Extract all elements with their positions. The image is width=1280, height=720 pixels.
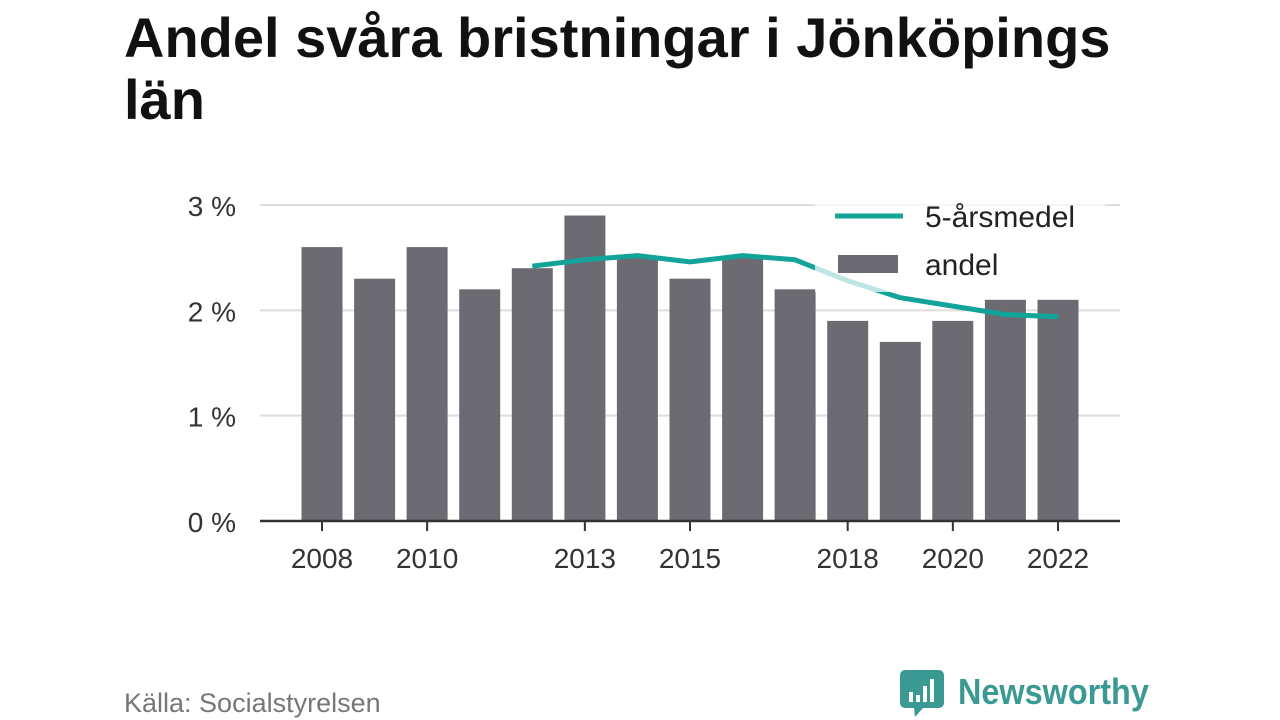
bars [301,215,1079,521]
y-tick-label: 0 % [188,507,236,538]
bar-2018 [827,320,869,521]
legend-label-andel: andel [925,249,998,282]
bar-2016 [722,257,764,521]
five-year-average-line [532,253,1059,320]
x-tick-label: 2018 [817,543,879,574]
newsworthy-chart-bubble-icon [900,670,944,717]
source-note: Källa: Socialstyrelsen [124,688,381,718]
y-tick-label: 1 % [188,402,236,433]
legend-background [815,192,1105,292]
y-tick-label: 2 % [188,296,236,327]
legend-swatch-bar [838,255,898,273]
x-tick-label: 2020 [922,543,984,574]
legend-label-five-year-average: 5-årsmedel [925,201,1075,234]
x-tick-label: 2022 [1027,543,1089,574]
bar-2017 [774,289,816,521]
bar-2011 [459,289,501,521]
bar-2019 [879,341,921,521]
chart-title: Andel svåra bristningar i Jönköpings län [124,6,1111,131]
bar-2009 [354,278,396,521]
y-tick-label: 3 % [188,191,236,222]
bar-2010 [406,247,448,521]
bar-2020 [932,320,974,521]
bar-2008 [301,247,343,521]
bar-2012 [511,268,553,521]
bar-2021 [984,299,1026,521]
bar-2013 [564,215,606,521]
x-tick-label: 2013 [554,543,616,574]
bar-2022 [1037,299,1079,521]
x-tick-label: 2008 [291,543,353,574]
x-tick-label: 2010 [396,543,458,574]
bar-2015 [669,278,711,521]
axes: 0 % 1 % 2 % 3 % 2008 2010 2013 2015 2018 2020 2022 [188,191,1120,574]
x-tick-label: 2015 [659,543,721,574]
brand-name: Newsworthy [958,671,1149,712]
newsworthy-logo: Newsworthy [900,670,1160,718]
legend: 5-årsmedel andel [815,192,1105,292]
bar-2014 [616,257,658,521]
line-series [532,253,1059,320]
